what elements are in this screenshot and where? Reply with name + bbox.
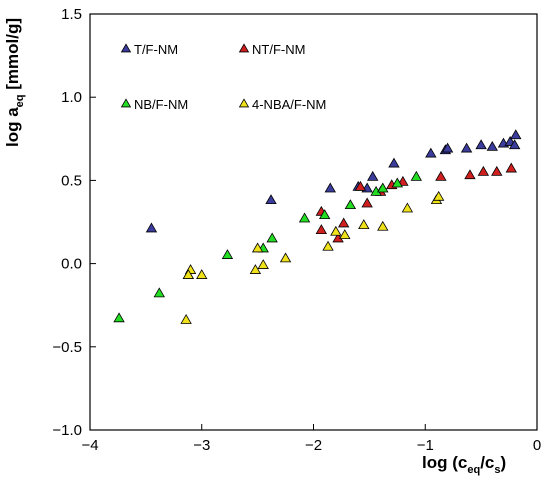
legend-label-t-f-nm: T/F-NM [134,42,178,57]
legend-label-4-nba-f-nm: 4-NBA/F-NM [252,97,326,112]
x-axis-title: log (ceq/cs) [422,453,506,476]
point-nb-f-nm [377,182,389,193]
point-nb-f-nm [298,212,311,223]
point-nb-f-nm [410,170,423,181]
point-nt-f-nm [477,165,490,176]
point-nt-f-nm [337,217,350,228]
legend-marker-nb-f-nm [120,98,132,108]
point-t-f-nm [324,182,336,193]
point-t-f-nm [265,194,277,205]
point-nb-f-nm [344,199,357,210]
point-nt-f-nm [505,162,517,173]
legend-marker-nt-f-nm [238,43,250,53]
point-4-nba-f-nm [249,264,262,274]
y-tick-label: 0.0 [61,256,82,273]
point-nb-f-nm [221,249,234,259]
point-t-f-nm [367,170,379,181]
x-tick-label: 0 [533,437,541,454]
point-nb-f-nm [113,312,125,323]
y-tick-label: 0.5 [61,172,82,189]
point-4-nba-f-nm [196,269,208,279]
plot-frame-group [89,13,538,431]
point-nt-f-nm [464,169,476,180]
y-axis-title: log aeq [mmol/g] [3,18,26,147]
point-t-f-nm [508,139,521,150]
point-4-nba-f-nm [180,314,192,324]
point-nt-f-nm [491,165,503,176]
point-4-nba-f-nm [279,252,292,263]
point-nb-f-nm [391,177,404,188]
plot-frame [89,13,538,431]
point-nt-f-nm [435,170,447,181]
point-t-f-nm [388,157,400,168]
data-points-group [113,129,522,324]
y-tick-label: −1.0 [52,422,82,439]
y-tick-label: −0.5 [52,339,82,356]
axis-ticks-group: −4 −3 −2 −1 0 −1.0 −0.5 0.0 0.5 1.0 1.5 [52,6,541,454]
point-t-f-nm [510,129,522,140]
point-nb-f-nm [266,232,278,243]
legend-marker-4-nba-f-nm [238,98,250,108]
y-tick-label: 1.5 [61,6,82,23]
point-4-nba-f-nm [322,240,334,251]
point-t-f-nm [475,139,487,150]
point-4-nba-f-nm [401,202,414,213]
point-4-nba-f-nm [432,190,445,201]
x-tick-label: −3 [193,437,210,454]
y-tick-label: 1.0 [61,89,82,106]
legend: T/F-NM NT/F-NM NB/F-NM 4-NBA/F-NM [120,42,326,112]
point-4-nba-f-nm [182,269,195,279]
point-4-nba-f-nm [358,219,370,230]
point-t-f-nm [145,222,158,233]
legend-marker-t-f-nm [120,43,132,53]
point-t-f-nm [486,140,498,151]
legend-label-nb-f-nm: NB/F-NM [134,97,188,112]
point-nt-f-nm [361,197,373,208]
point-nb-f-nm [318,209,331,220]
point-t-f-nm [441,142,454,153]
x-tick-label: −1 [417,437,434,454]
point-t-f-nm [425,147,437,158]
point-nt-f-nm [315,224,328,235]
point-4-nba-f-nm [377,220,389,231]
point-nt-f-nm [354,180,367,191]
point-t-f-nm [460,142,473,153]
point-nb-f-nm [153,287,165,298]
point-4-nba-f-nm [251,242,264,253]
x-tick-label: −2 [305,437,322,454]
legend-label-nt-f-nm: NT/F-NM [252,42,305,57]
point-4-nba-f-nm [339,229,351,240]
x-tick-label: −4 [81,437,98,454]
point-4-nba-f-nm [257,259,269,269]
point-4-nba-f-nm [330,225,342,236]
